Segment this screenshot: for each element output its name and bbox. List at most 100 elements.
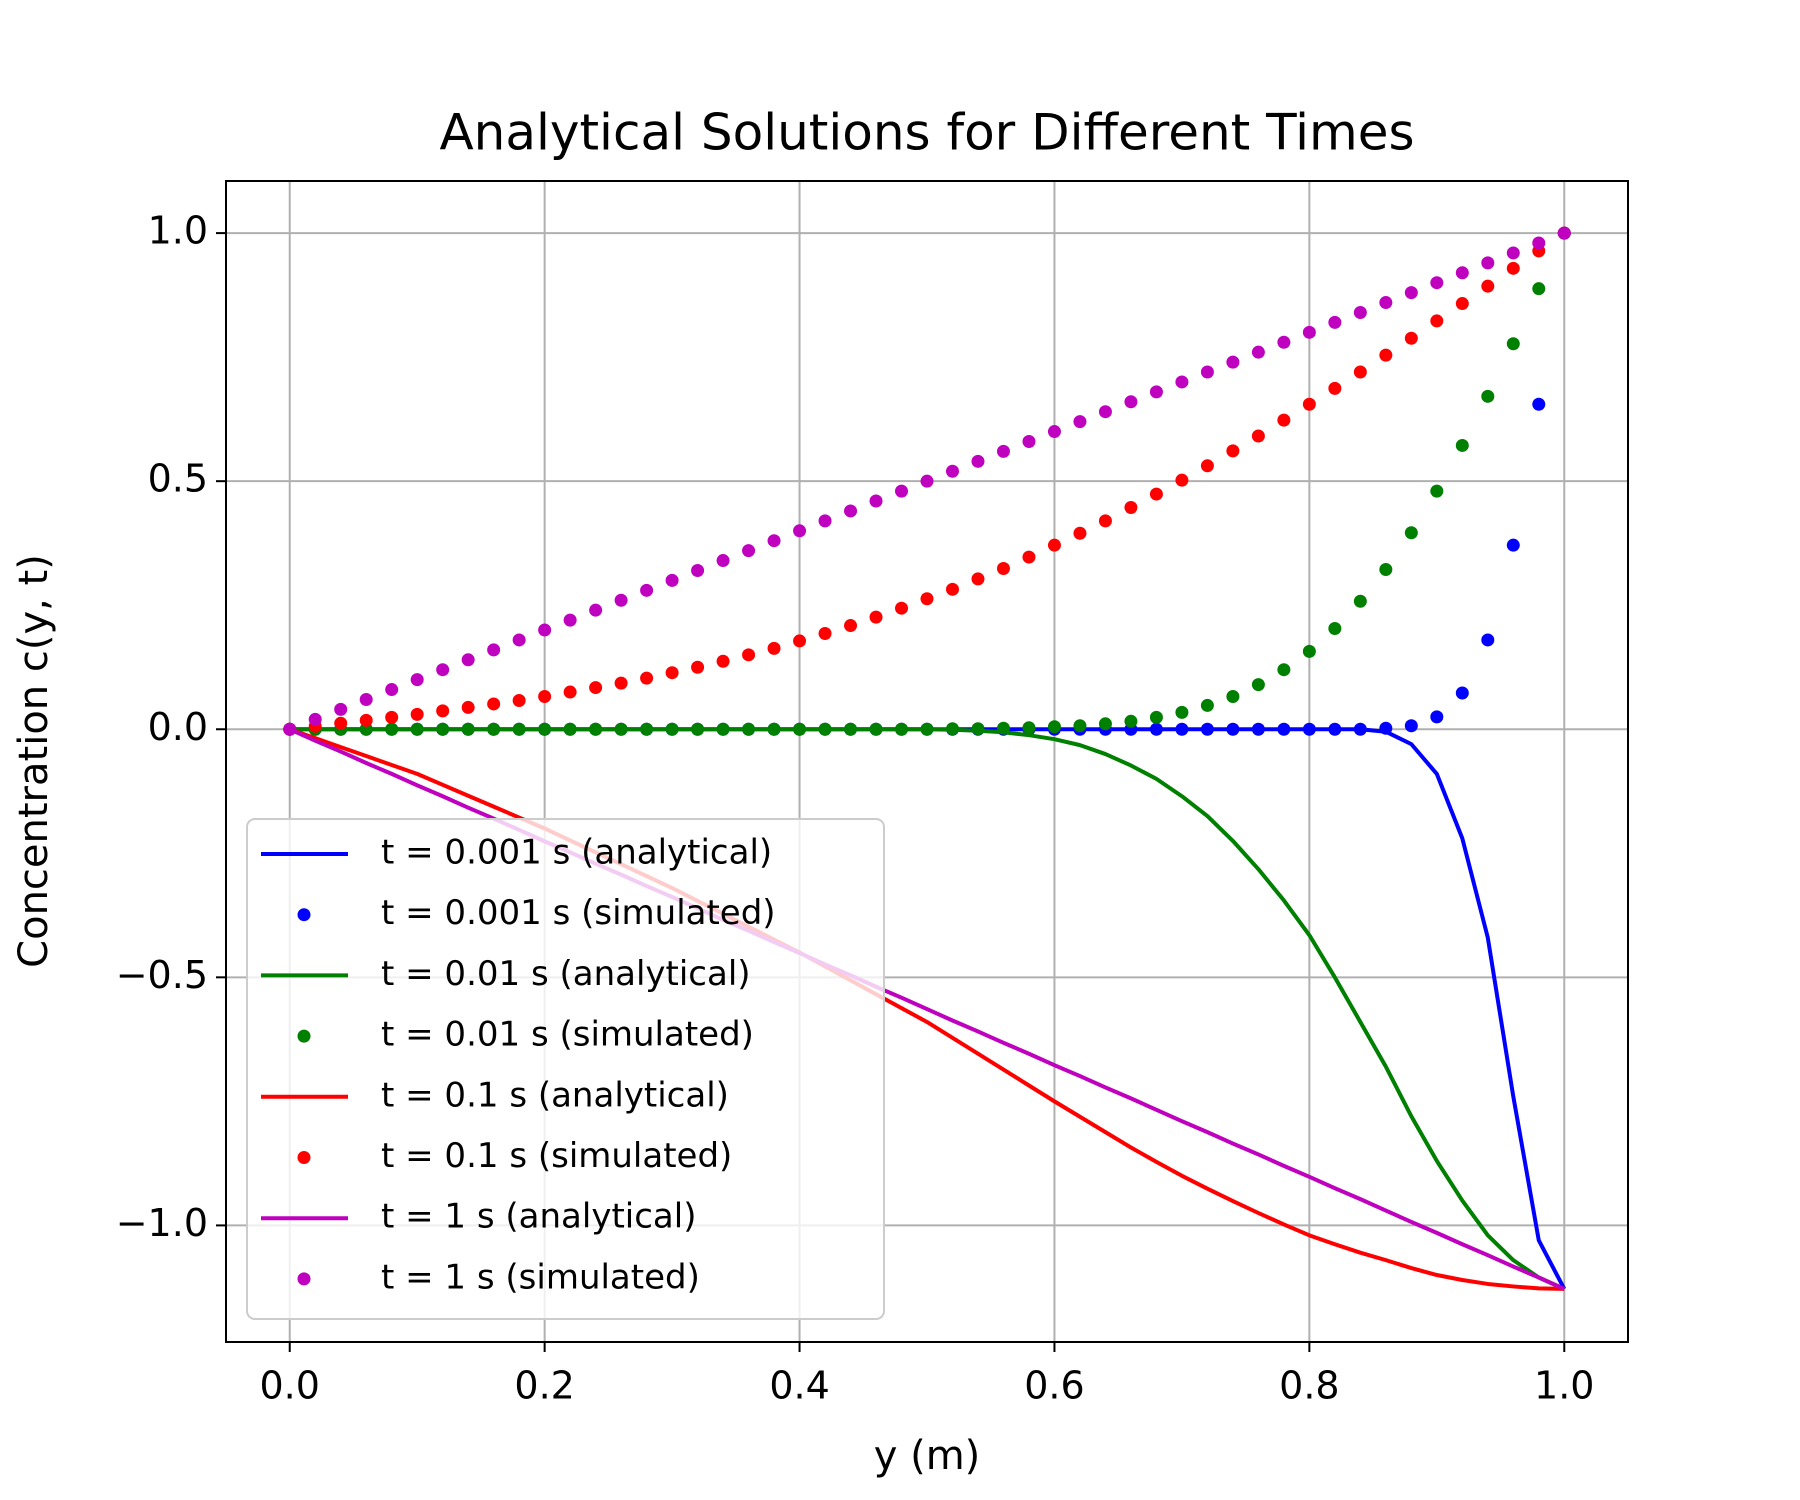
data-point — [1455, 297, 1469, 311]
data-point — [793, 722, 807, 736]
data-point — [1175, 722, 1189, 736]
data-point — [1328, 315, 1342, 329]
data-point — [1430, 484, 1444, 498]
data-point — [436, 704, 450, 718]
y-axis-label: Concentration c(y, t) — [11, 554, 57, 968]
data-point — [1277, 335, 1291, 349]
legend-marker — [297, 1029, 311, 1043]
series-line — [289, 727, 1565, 1291]
legend-marker — [297, 1151, 311, 1164]
data-point — [334, 702, 348, 716]
data-point — [895, 601, 909, 615]
y-tick-label: −0.5 — [116, 953, 208, 997]
data-point — [1328, 622, 1342, 636]
data-point — [869, 610, 883, 624]
data-point — [1073, 719, 1087, 733]
data-point — [1175, 375, 1189, 389]
data-point — [920, 722, 934, 736]
data-point — [1200, 722, 1214, 736]
data-point — [359, 692, 373, 706]
legend-label: t = 0.001 s (analytical) — [381, 833, 772, 873]
data-point — [385, 683, 399, 697]
data-point — [410, 673, 424, 687]
axes-frame — [225, 180, 1629, 1343]
data-point — [1455, 438, 1469, 452]
data-point — [1226, 355, 1240, 369]
data-point — [1226, 444, 1240, 458]
data-point — [1149, 487, 1163, 501]
data-point — [1430, 314, 1444, 328]
data-point — [895, 484, 909, 498]
data-point — [1481, 633, 1495, 647]
data-point — [1430, 276, 1444, 290]
data-point — [589, 722, 603, 736]
data-point — [512, 722, 526, 736]
data-point — [1353, 722, 1367, 736]
data-point — [1251, 678, 1265, 692]
data-point — [1277, 663, 1291, 677]
data-point — [1200, 698, 1214, 712]
data-point — [589, 603, 603, 617]
data-point — [385, 710, 399, 724]
data-point — [767, 641, 781, 655]
x-tick-label: 1.0 — [1534, 1364, 1594, 1408]
data-point — [436, 663, 450, 677]
data-point — [844, 619, 858, 633]
data-point — [1302, 397, 1316, 411]
data-point — [1302, 644, 1316, 658]
data-point — [1149, 385, 1163, 399]
data-point — [1098, 514, 1112, 528]
data-point — [640, 671, 654, 685]
data-point — [308, 712, 322, 726]
data-point — [436, 722, 450, 736]
data-point — [793, 634, 807, 648]
legend-label: t = 0.1 s (analytical) — [381, 1075, 729, 1115]
data-point — [1251, 429, 1265, 443]
data-point — [487, 643, 501, 657]
data-point — [971, 722, 985, 736]
data-point — [1532, 236, 1546, 250]
data-point — [1124, 714, 1138, 728]
data-point — [1047, 538, 1061, 552]
y-tick-label: 0.5 — [148, 457, 208, 501]
data-point — [589, 681, 603, 695]
data-point — [1379, 721, 1393, 735]
data-point — [1022, 434, 1036, 448]
data-point — [767, 722, 781, 736]
data-point — [283, 722, 297, 736]
data-point — [665, 666, 679, 680]
data-point — [1404, 286, 1418, 300]
data-point — [742, 648, 756, 662]
data-point — [1481, 256, 1495, 270]
data-point — [461, 653, 475, 667]
data-point — [1098, 405, 1112, 419]
data-point — [1481, 279, 1495, 293]
data-point — [844, 722, 858, 736]
data-point — [1226, 722, 1240, 736]
data-point — [1532, 397, 1546, 411]
data-point — [461, 722, 475, 736]
data-point — [1328, 381, 1342, 395]
data-point — [1124, 395, 1138, 409]
data-point — [1430, 710, 1444, 724]
data-point — [818, 722, 832, 736]
data-point — [971, 454, 985, 468]
data-point — [1175, 473, 1189, 487]
data-point — [691, 660, 705, 674]
data-point — [869, 494, 883, 508]
data-point — [563, 613, 577, 627]
x-tick-label: 0.4 — [769, 1364, 829, 1408]
data-point — [1277, 722, 1291, 736]
data-point — [1073, 526, 1087, 540]
data-point — [716, 654, 730, 668]
data-point — [1073, 415, 1087, 429]
legend-box — [246, 818, 885, 1320]
data-point — [1532, 282, 1546, 296]
data-point — [614, 593, 628, 607]
data-point — [538, 722, 552, 736]
data-point — [359, 713, 373, 727]
legend-label: t = 0.01 s (simulated) — [381, 1015, 754, 1055]
data-point — [742, 722, 756, 736]
data-point — [1251, 345, 1265, 359]
